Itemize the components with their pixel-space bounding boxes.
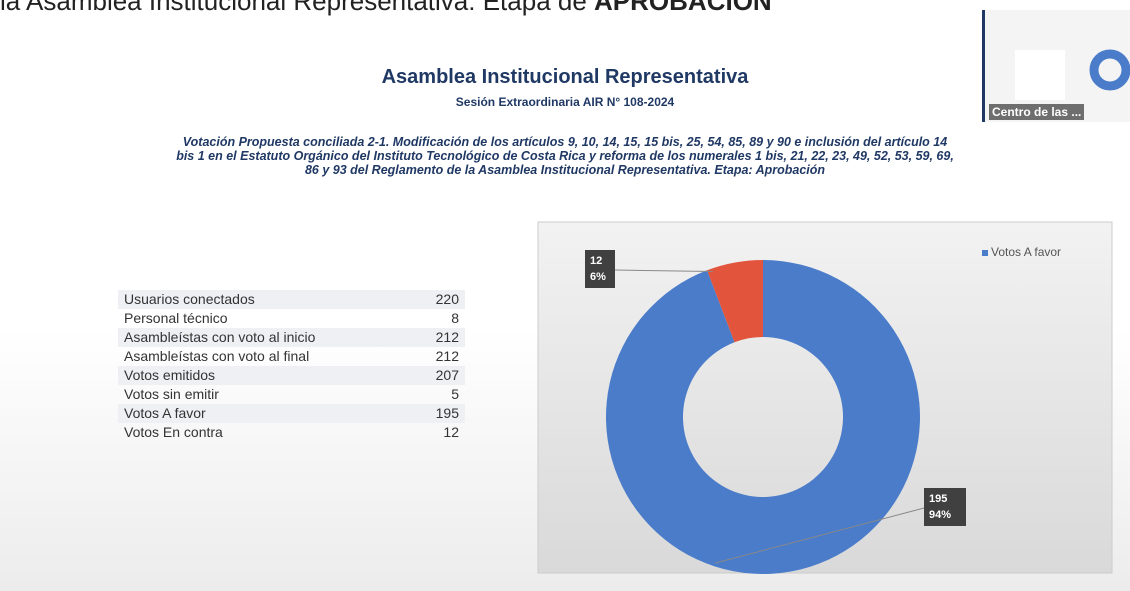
screen: la Asamblea Institucional Representativa… (0, 0, 1130, 591)
data-label-value: 12 (590, 255, 602, 267)
data-label-percent: 6% (590, 271, 606, 283)
legend-label: Votos A favor (991, 245, 1061, 259)
data-label-value: 195 (929, 493, 947, 505)
data-label-percent: 94% (929, 509, 951, 521)
legend-swatch (982, 250, 988, 256)
chart: 195 94% 12 6% Votos A favor (0, 0, 1130, 591)
